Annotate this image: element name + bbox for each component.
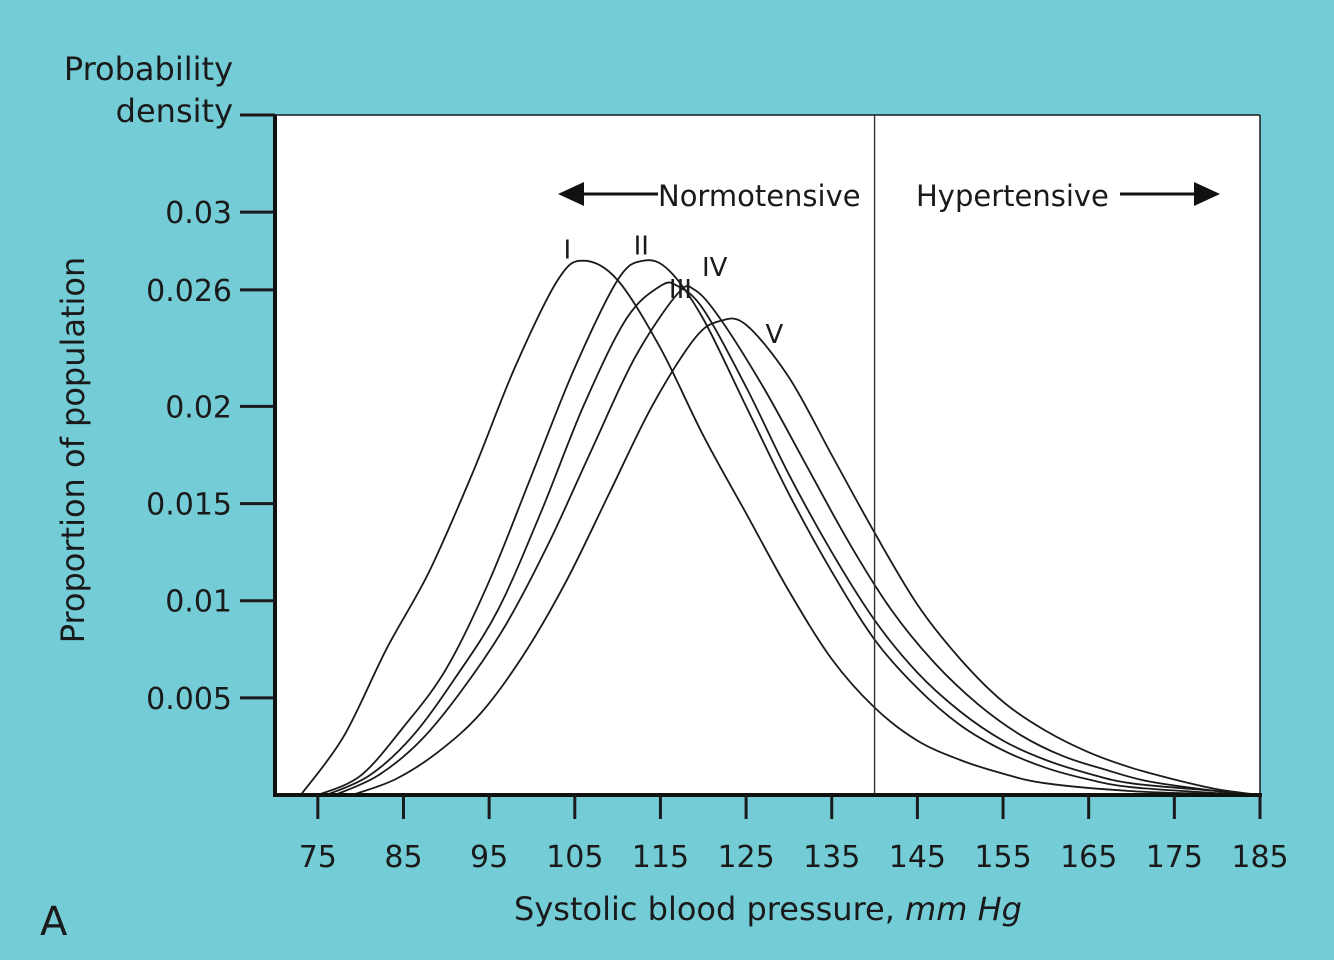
y-top-label-line2: density xyxy=(116,92,233,130)
series-label-III: III xyxy=(669,275,692,305)
curves-layer xyxy=(299,259,1261,796)
plot-area xyxy=(275,115,1260,795)
x-axis-label-main: Systolic blood pressure, xyxy=(514,890,905,928)
y-tick-label: 0.026 xyxy=(146,274,232,309)
x-tick-label: 85 xyxy=(384,840,422,875)
y-tick-label: 0.015 xyxy=(146,488,232,523)
x-tick-label: 165 xyxy=(1060,840,1117,875)
y-ticks: 0.005 0.01 0.015 0.02 0.026 0.03 xyxy=(146,113,275,717)
y-tick-label: 0.03 xyxy=(165,196,232,231)
series-line-IV xyxy=(334,285,1261,796)
y-top-label-line1: Probability xyxy=(64,50,233,88)
normotensive-annotation: Normotensive xyxy=(558,179,861,213)
series-line-V xyxy=(351,317,1261,796)
x-axis-label: Systolic blood pressure, mm Hg xyxy=(514,890,1022,928)
x-tick-label: 175 xyxy=(1146,840,1203,875)
y-axis-label: Proportion of population xyxy=(54,257,92,644)
series-line-II xyxy=(317,259,1261,796)
x-tick-label: 115 xyxy=(632,840,689,875)
x-tick-label: 95 xyxy=(470,840,508,875)
y-tick-label: 0.02 xyxy=(165,390,232,425)
x-tick-label: 155 xyxy=(974,840,1031,875)
x-axis-label-unit: mm Hg xyxy=(905,890,1022,928)
x-tick-label: 185 xyxy=(1231,840,1288,875)
x-tick-label: 105 xyxy=(546,840,603,875)
normotensive-label: Normotensive xyxy=(658,179,861,213)
x-ticks: 75 85 95 105 115 125 135 145 155 165 175 185 xyxy=(299,795,1289,875)
series-line-III xyxy=(326,281,1261,796)
x-tick-label: 75 xyxy=(299,840,337,875)
right-arrow-head xyxy=(1194,182,1220,206)
y-tick-label: 0.005 xyxy=(146,682,232,717)
y-tick-label: 0.01 xyxy=(165,585,232,620)
series-label-V: V xyxy=(765,320,783,350)
hypertensive-label: Hypertensive xyxy=(916,179,1109,213)
left-arrow-head xyxy=(558,182,584,206)
x-tick-label: 145 xyxy=(889,840,946,875)
series-label-II: II xyxy=(634,232,649,262)
series-label-IV: IV xyxy=(702,253,728,283)
x-tick-label: 125 xyxy=(717,840,774,875)
series-line-I xyxy=(299,259,1261,796)
hypertensive-annotation: Hypertensive xyxy=(916,179,1220,213)
series-label-I: I xyxy=(564,236,572,266)
x-tick-label: 135 xyxy=(803,840,860,875)
panel-label: A xyxy=(40,899,68,945)
